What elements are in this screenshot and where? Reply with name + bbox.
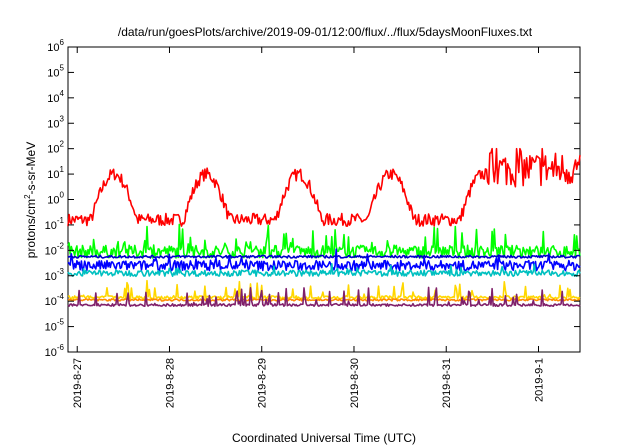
series-layer	[67, 147, 581, 308]
y-tick-label: 101	[47, 165, 64, 181]
y-tick-base: 10	[45, 322, 57, 334]
x-tick-label: 2019-8-27	[72, 358, 84, 408]
y-tick-label: 105	[47, 63, 64, 79]
y-tick-label: 10-4	[45, 292, 65, 308]
y-tick-exponent: 6	[60, 38, 65, 47]
y-tick-exponent: 3	[60, 114, 65, 123]
y-tick-exponent: 0	[60, 191, 65, 200]
y-tick-exponent: 4	[60, 89, 65, 98]
y-tick-base: 10	[47, 169, 59, 181]
y-tick-label: 10-2	[45, 241, 65, 257]
x-axis-label: Coordinated Universal Time (UTC)	[232, 431, 416, 445]
x-tick-label: 2019-8-31	[441, 358, 453, 408]
y-tick-label: 106	[47, 38, 64, 54]
y-axis-label-prefix: protons/cm	[24, 199, 38, 258]
y-tick-label: 104	[47, 89, 64, 105]
y-tick-label: 103	[47, 114, 64, 130]
y-tick-base: 10	[45, 245, 57, 257]
y-tick-label: 100	[47, 191, 64, 207]
y-axis-label: protons/cm2-s-sr-MeV	[23, 142, 38, 258]
x-tick-label: 2019-8-30	[349, 358, 361, 408]
series-line-0	[67, 147, 581, 227]
y-tick-exponent: 1	[60, 165, 65, 174]
x-axis: 2019-8-27 2019-8-28 2019-8-29 2019-8-30 2019…	[72, 47, 545, 408]
y-tick-label: 102	[47, 140, 64, 156]
y-tick-base: 10	[47, 195, 59, 207]
x-tick-label: 2019-8-28	[164, 358, 176, 408]
y-tick-label: 10-6	[45, 343, 65, 359]
series-line-1	[67, 223, 581, 259]
y-tick-label: 10-3	[45, 267, 65, 283]
y-tick-label: 10-5	[45, 318, 65, 334]
series-line-4	[67, 262, 581, 278]
y-tick-exponent: -1	[57, 216, 65, 225]
y-tick-base: 10	[45, 296, 57, 308]
y-tick-exponent: -2	[57, 241, 65, 250]
y-tick-base: 10	[47, 42, 59, 54]
y-tick-label: 10-1	[45, 216, 65, 232]
y-tick-exponent: -3	[57, 267, 65, 276]
y-tick-exponent: -4	[57, 292, 65, 301]
chart-title: /data/run/goesPlots/archive/2019-09-01/1…	[118, 25, 533, 39]
y-tick-base: 10	[47, 144, 59, 156]
y-tick-base: 10	[47, 67, 59, 79]
y-axis-label-suffix: -s-sr-MeV	[24, 142, 38, 195]
series-line-6	[67, 298, 581, 302]
y-tick-base: 10	[45, 220, 57, 232]
y-axis: 10-610-510-410-310-210-11001011021031041…	[45, 38, 580, 359]
x-tick-label: 2019-9-1	[533, 358, 545, 402]
y-tick-exponent: 2	[60, 140, 65, 149]
x-tick-label: 2019-8-29	[257, 358, 269, 408]
y-tick-exponent: -6	[57, 343, 65, 352]
y-tick-exponent: -5	[57, 318, 65, 327]
y-axis-label-sup: 2	[23, 194, 32, 199]
y-tick-base: 10	[47, 118, 59, 130]
y-tick-base: 10	[47, 93, 59, 105]
series-line-2	[67, 248, 581, 272]
y-tick-base: 10	[45, 347, 57, 359]
series-line-3	[67, 254, 581, 259]
series-line-7	[67, 286, 581, 308]
y-tick-exponent: 5	[60, 63, 65, 72]
y-tick-base: 10	[45, 271, 57, 283]
